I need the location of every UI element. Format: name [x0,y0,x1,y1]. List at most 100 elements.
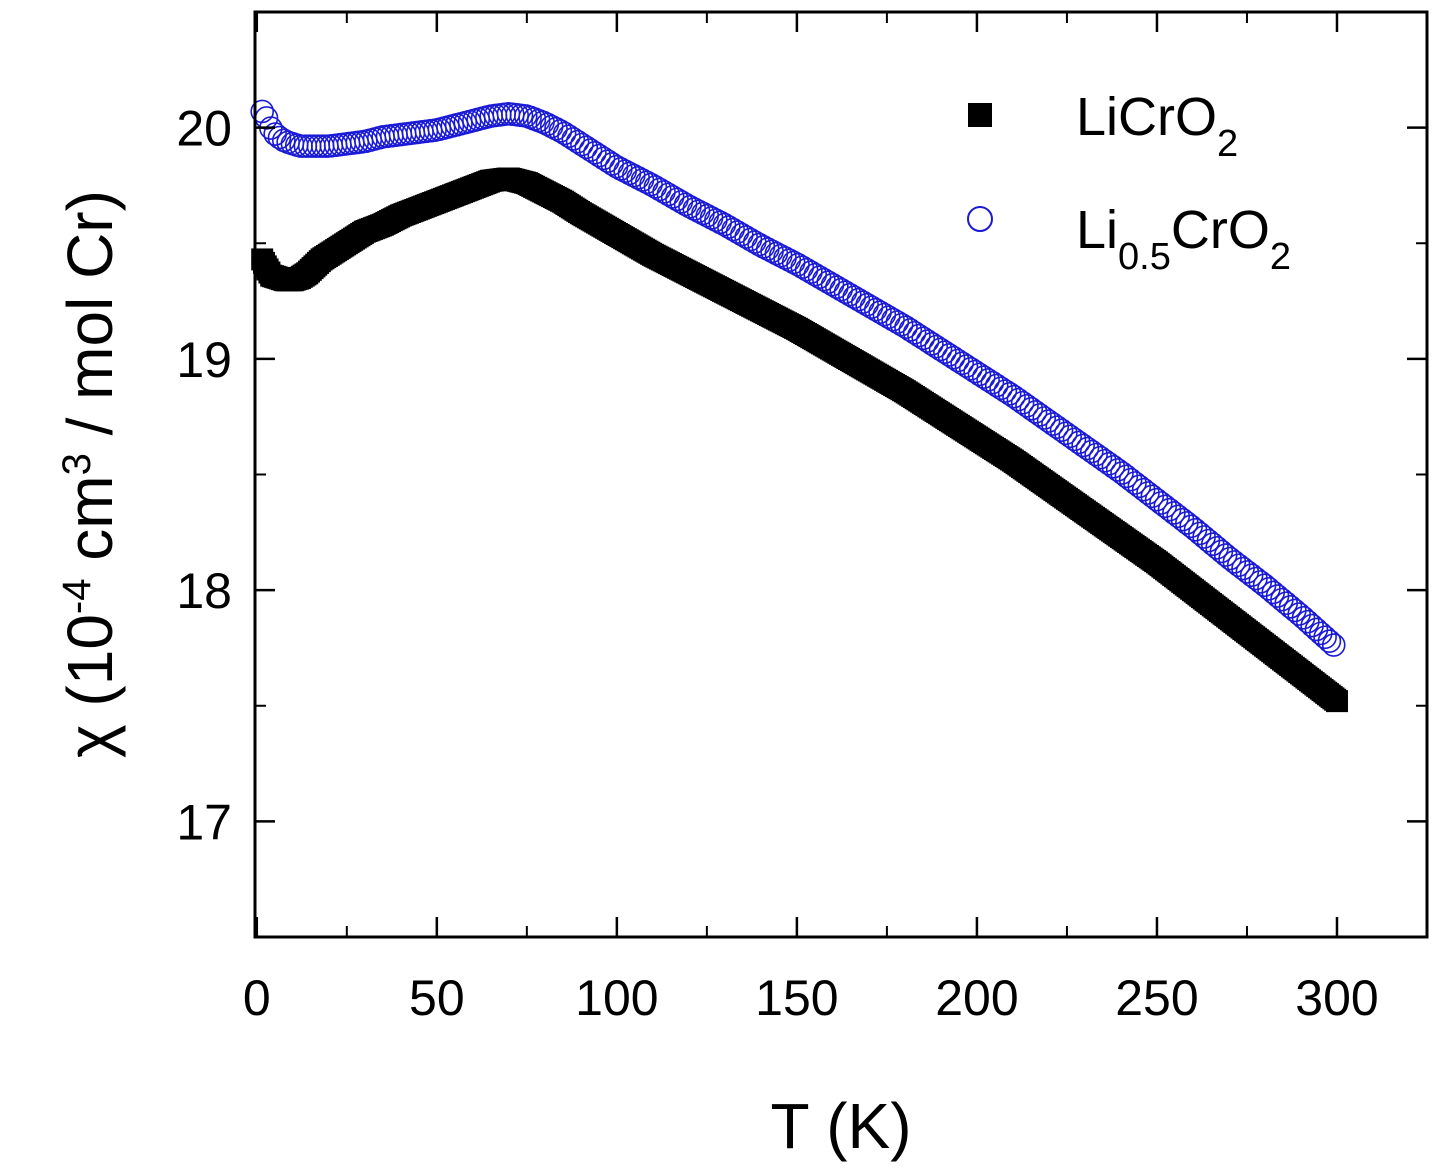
y-axis-title-mid: cm [54,475,126,578]
data-point [570,132,594,157]
x-tick-label: 200 [935,970,1018,1026]
data-point [1157,497,1182,522]
data-point [1097,451,1121,476]
data-point [1218,546,1242,571]
data-point [1291,606,1316,630]
data-point [1062,427,1087,452]
data-point [1049,418,1074,443]
series-licro2 [251,167,1348,713]
legend-li05cro2-base2: CrO [1171,200,1270,260]
data-point [1058,424,1082,449]
plot-marks [250,99,1348,713]
data-point [976,368,1000,392]
data-point [924,334,949,359]
x-tick-label: 150 [755,970,838,1026]
data-point [920,332,944,356]
y-axis-title-suffix: / mol Cr) [54,190,126,453]
x-tick-label: 300 [1295,970,1378,1026]
axis-ticks [255,12,1427,937]
data-point [954,354,979,378]
data-point [971,365,996,389]
data-point [997,381,1022,406]
legend-li05cro2-base1: Li [1076,200,1118,260]
data-point [915,329,940,353]
data-point [1325,690,1348,713]
data-point [1296,609,1320,634]
data-point [1304,617,1329,642]
data-point [1015,393,1039,418]
y-tick-label: 18 [176,563,232,619]
y-tick-label: 17 [176,794,232,850]
y-axis-title-prefix: χ (10 [54,614,126,758]
data-point [950,351,974,376]
x-tick-label: 250 [1115,970,1198,1026]
data-point [1118,467,1143,492]
data-point [1067,430,1091,455]
data-point [946,348,970,373]
y-tick-label: 20 [176,101,232,157]
data-point [561,127,586,151]
legend: LiCrO2 Li0.5CrO2 [967,87,1291,278]
data-point [1166,504,1190,529]
legend-li05cro2-sub2: 2 [1270,236,1291,278]
data-point [552,121,577,146]
data-point [1239,563,1264,588]
legend-li05cro2-sub1: 0.5 [1118,236,1171,278]
legend-marker-li05cro2 [967,206,993,232]
data-point [1149,491,1173,515]
data-point [1045,415,1070,439]
y-axis-title-exp1: -4 [55,578,99,614]
legend-label-li05cro2: Li0.5CrO2 [1076,200,1291,278]
data-point [967,362,992,387]
data-point [1010,390,1035,415]
data-point [1235,560,1260,584]
data-point [1006,387,1031,412]
data-point [1071,433,1095,458]
data-point [941,345,966,370]
data-point [1084,442,1108,467]
data-point [1123,471,1147,495]
y-tick-label: 19 [176,332,232,388]
x-tick-label: 50 [409,970,465,1026]
data-point [907,323,931,348]
data-point [1110,461,1134,485]
data-point [1023,400,1048,424]
data-point [980,370,1005,395]
plot-frame [253,10,1429,939]
data-point [583,141,607,165]
y-axis-title-exp2: 3 [55,453,99,475]
data-point [984,373,1009,398]
data-point [902,320,927,345]
data-point [1088,445,1113,470]
data-point [1162,501,1186,525]
data-point [933,340,957,364]
legend-licro2-base1: LiCrO [1076,87,1217,147]
data-point [1101,455,1126,479]
data-point [1079,439,1104,464]
series-li05cro2 [250,99,1346,657]
x-axis-title: T (K) [770,1090,911,1162]
data-point [1127,474,1152,499]
data-point [587,143,612,168]
data-point [1105,458,1130,482]
data-point [557,124,581,148]
data-point [1054,421,1078,446]
data-point [1313,625,1337,650]
legend-marker-licro2 [968,103,992,127]
data-point [963,359,987,384]
data-point [937,343,961,367]
data-point [989,376,1013,401]
data-point [928,337,953,362]
data-point [1075,436,1100,461]
legend-licro2-sub1: 2 [1217,123,1238,165]
x-tick-label: 100 [575,970,658,1026]
data-point [1036,409,1061,433]
data-point [898,318,923,342]
data-point [1028,403,1052,427]
data-point [1140,484,1165,509]
data-point [1092,448,1117,473]
data-point [1114,464,1139,489]
data-point [1226,553,1251,578]
data-point [1231,556,1255,581]
data-point [1019,397,1044,421]
